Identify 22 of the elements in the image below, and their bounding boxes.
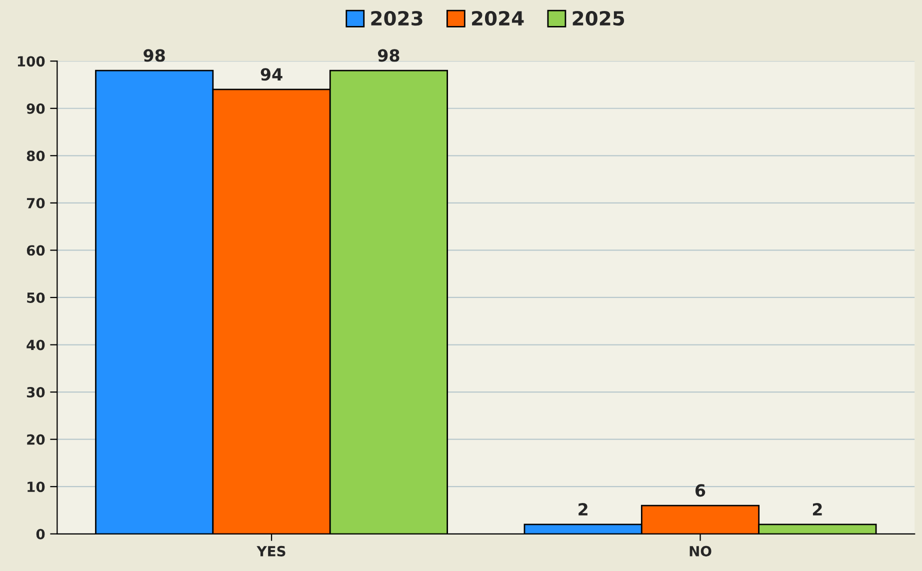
legend-label: 2023 bbox=[371, 10, 422, 26]
y-tick-label: 50 bbox=[27, 292, 45, 303]
legend-label: 2025 bbox=[572, 10, 624, 26]
legend-label: 2024 bbox=[472, 10, 524, 26]
data-label: 6 bbox=[695, 484, 706, 497]
y-tick-label: 20 bbox=[27, 434, 45, 445]
y-tick-label: 70 bbox=[26, 198, 45, 208]
x-tick-label: NO bbox=[690, 546, 712, 556]
data-label: 2 bbox=[812, 503, 822, 516]
y-tick-label: 100 bbox=[18, 56, 45, 67]
y-tick-label: 80 bbox=[26, 150, 45, 162]
y-tick-label: 60 bbox=[26, 245, 45, 256]
y-tick-label: 0 bbox=[36, 528, 45, 540]
y-tick-label: 90 bbox=[26, 103, 45, 114]
data-label: 98 bbox=[378, 49, 400, 62]
y-tick-label: 30 bbox=[26, 387, 45, 398]
y-tick-label: 10 bbox=[28, 482, 45, 492]
data-label: 2 bbox=[578, 503, 588, 516]
data-label: 94 bbox=[260, 68, 282, 81]
y-tick-label: 40 bbox=[26, 340, 45, 350]
data-label: 98 bbox=[144, 49, 165, 62]
x-tick-label: YES bbox=[256, 546, 286, 556]
